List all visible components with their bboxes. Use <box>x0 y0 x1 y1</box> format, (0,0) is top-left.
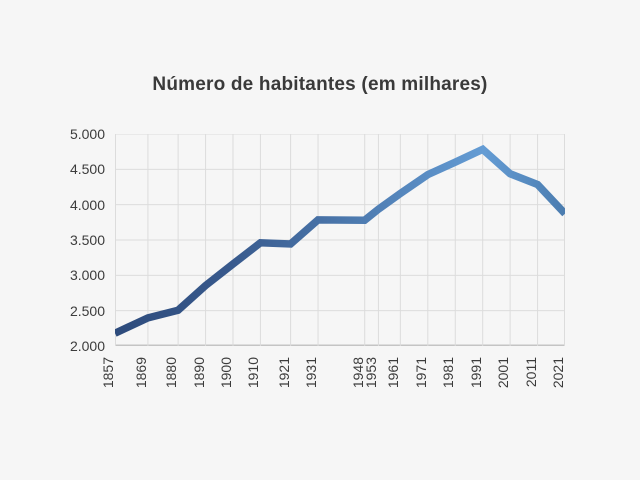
y-axis-tick-label: 2.000 <box>69 338 105 354</box>
y-axis-tick-label: 3.000 <box>69 267 105 284</box>
x-axis-tick-label: 1953 <box>363 357 380 389</box>
y-axis-tick-label: 3.500 <box>69 232 105 248</box>
chart-title: Número de habitantes (em milhares) <box>152 74 488 95</box>
x-axis-tick-label: 1931 <box>303 357 320 389</box>
x-axis-tick-label: 1961 <box>385 357 402 389</box>
population-line-series <box>113 144 568 337</box>
x-axis-tick-label: 1869 <box>132 357 149 389</box>
population-line-chart-svg <box>113 133 568 346</box>
x-axis-tick-label: 1857 <box>100 357 116 389</box>
x-axis-tick-label: 1921 <box>275 357 292 389</box>
x-axis-tick-label: 1900 <box>217 357 234 389</box>
x-axis-tick-label: 1910 <box>245 357 262 389</box>
plot-area <box>113 133 568 346</box>
x-axis-tick-label: 1981 <box>440 357 457 389</box>
x-axis-tick-label: 1991 <box>467 357 484 389</box>
x-axis-tick-label: 1971 <box>412 357 429 389</box>
y-axis-tick-label: 2.500 <box>69 302 105 319</box>
y-axis-tick-label: 4.500 <box>69 161 105 178</box>
x-axis-tick-label: 1880 <box>163 357 180 389</box>
x-axis-tick-label: 2001 <box>495 357 512 389</box>
x-axis-tick-label: 1890 <box>190 357 207 389</box>
x-axis-tick-label: 2011 <box>522 357 539 388</box>
y-axis-tick-label: 4.000 <box>69 196 105 213</box>
y-axis-tick-label: 5.000 <box>69 126 105 142</box>
x-axis-tick-label: 2021 <box>550 357 566 389</box>
